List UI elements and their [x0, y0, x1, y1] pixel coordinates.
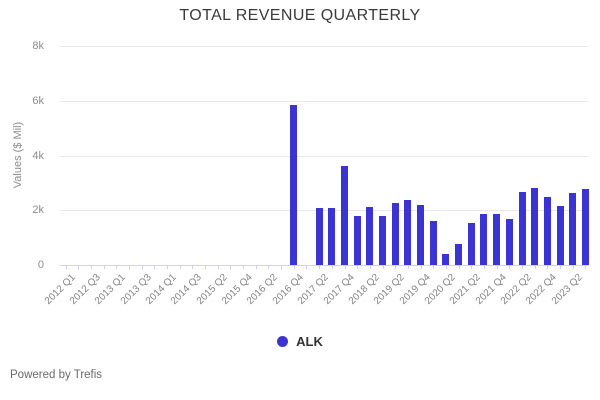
- category-tick: [306, 266, 308, 269]
- x-axis-line: [60, 265, 588, 266]
- category-tick: [458, 266, 460, 269]
- category-tick: [141, 266, 143, 269]
- category-tick: [382, 266, 384, 269]
- y-tick-label: 0: [37, 259, 44, 271]
- y-tick-label: 2k: [32, 204, 44, 217]
- category-tick: [496, 266, 498, 269]
- category-tick: [65, 266, 67, 269]
- category-tick: [395, 266, 397, 269]
- category-tick: [255, 266, 257, 269]
- category-tick: [420, 266, 422, 269]
- category-tick: [483, 266, 485, 269]
- category-tick: [344, 266, 346, 269]
- legend-series-label: ALK: [296, 334, 323, 349]
- category-tick: [179, 266, 181, 269]
- category-tick: [230, 266, 232, 269]
- bar-2017-q4[interactable]: [341, 166, 348, 265]
- bar-2020-q1[interactable]: [429, 220, 437, 265]
- category-tick: [433, 266, 435, 269]
- category-tick: [154, 266, 156, 269]
- bar-2019-q4[interactable]: [417, 204, 424, 265]
- category-tick: [217, 266, 219, 269]
- category-tick: [547, 266, 549, 269]
- bar-2019-q2[interactable]: [391, 202, 399, 265]
- bar-2021-q2[interactable]: [467, 223, 475, 265]
- category-tick: [572, 266, 574, 269]
- category-tick: [128, 266, 130, 269]
- category-tick: [509, 266, 511, 269]
- category-tick: [585, 266, 587, 269]
- category-tick: [78, 266, 80, 269]
- bar-2017-q2[interactable]: [315, 208, 323, 265]
- bar-2022-q2[interactable]: [518, 192, 526, 265]
- category-tick: [90, 266, 92, 269]
- category-tick: [319, 266, 321, 269]
- legend-item-alk[interactable]: ALK: [0, 334, 600, 349]
- category-tick: [116, 266, 118, 269]
- category-tick: [268, 266, 270, 269]
- powered-by-trefis-link[interactable]: Powered by Trefis: [10, 369, 103, 381]
- bar-2022-q4[interactable]: [543, 197, 551, 265]
- gridline: [60, 46, 588, 47]
- bar-2022-q3[interactable]: [531, 187, 539, 265]
- bar-2019-q1[interactable]: [379, 215, 386, 265]
- bar-2023-q2[interactable]: [569, 192, 577, 265]
- bar-2016-q4[interactable]: [290, 104, 298, 265]
- bar-2021-q3[interactable]: [480, 213, 488, 265]
- y-tick-label: 6k: [32, 94, 44, 107]
- bar-2020-q4[interactable]: [455, 244, 463, 265]
- y-tick-label: 4k: [32, 149, 44, 162]
- bar-2020-q2[interactable]: [442, 253, 450, 265]
- bar-2018-q1[interactable]: [353, 216, 361, 265]
- category-tick: [357, 266, 359, 269]
- bar-2018-q2[interactable]: [366, 207, 374, 265]
- category-tick: [445, 266, 447, 269]
- category-tick: [205, 266, 206, 269]
- bar-2017-q3[interactable]: [328, 208, 336, 265]
- bar-2021-q4[interactable]: [493, 214, 501, 265]
- category-tick: [534, 266, 536, 269]
- category-tick: [293, 266, 295, 269]
- category-tick: [166, 266, 168, 269]
- category-tick: [243, 266, 244, 269]
- gridline: [60, 100, 588, 102]
- bar-2019-q3[interactable]: [404, 199, 412, 265]
- category-tick: [281, 266, 283, 269]
- chart-title: TOTAL REVENUE QUARTERLY: [179, 7, 421, 24]
- category-tick: [103, 266, 105, 269]
- legend-series-dot: [277, 336, 289, 347]
- gridline: [60, 210, 588, 212]
- y-tick-label: 8k: [32, 40, 44, 52]
- bar-2023-q1[interactable]: [556, 206, 564, 265]
- category-tick: [331, 266, 333, 269]
- category-tick: [471, 266, 473, 269]
- category-tick: [369, 266, 371, 269]
- category-tick: [560, 266, 561, 269]
- category-tick: [192, 266, 194, 269]
- gridline: [60, 155, 588, 157]
- category-tick: [407, 266, 409, 269]
- bar-2022-q1[interactable]: [505, 219, 513, 265]
- bar-2023-q3[interactable]: [581, 188, 589, 265]
- category-tick: [522, 266, 523, 269]
